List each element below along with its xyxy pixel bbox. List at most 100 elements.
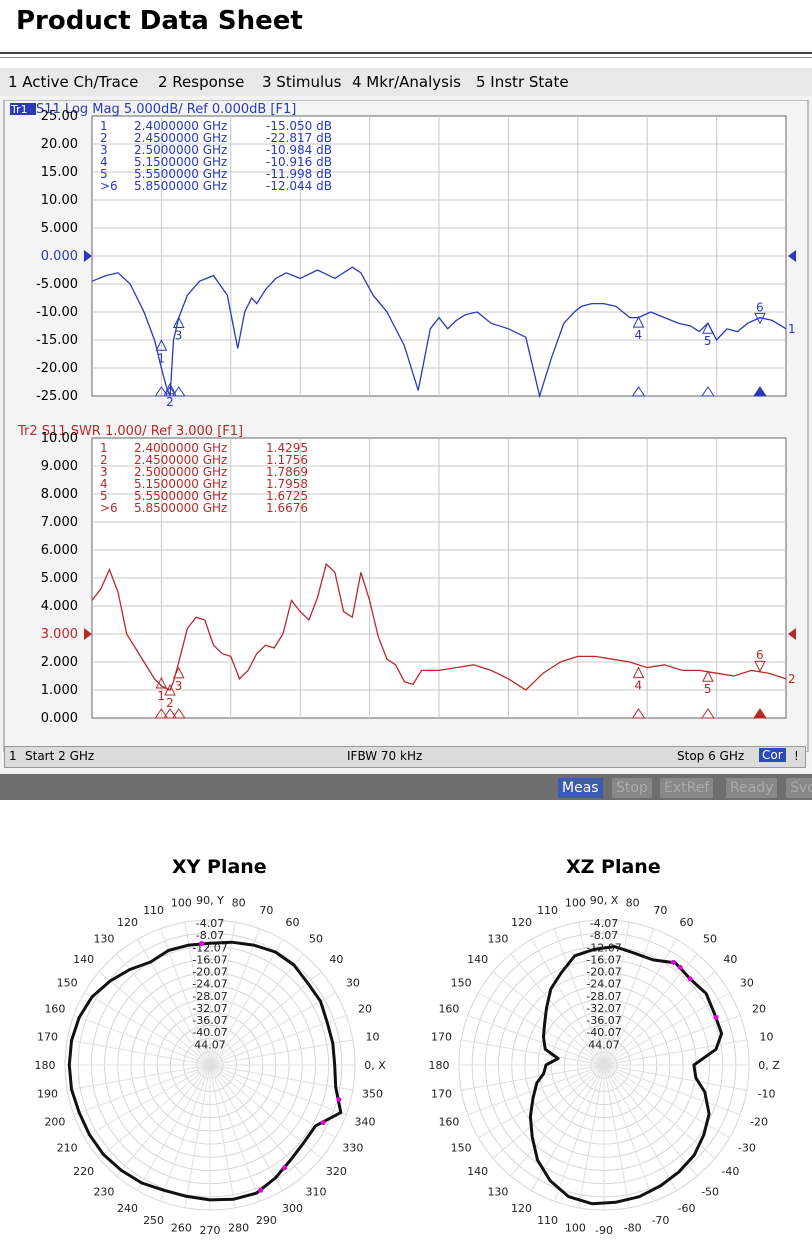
menu-instr-state[interactable]: 5 Instr State xyxy=(476,73,569,91)
xy-ring-label: -36.07 xyxy=(192,1014,227,1027)
tr2-marker-label: 2 xyxy=(166,696,174,710)
xy-angle-label: 280 xyxy=(228,1221,249,1234)
xz-angle-label: 160 xyxy=(438,1115,459,1128)
xz-angle-label: 60 xyxy=(680,916,694,929)
tr1-ytick: 10.00 xyxy=(41,193,78,208)
xz-spoke xyxy=(510,1064,605,1177)
xy-angle-label: 340 xyxy=(355,1115,376,1128)
xz-angle-label: 120 xyxy=(511,1202,532,1215)
xy-marker-dot xyxy=(282,1165,288,1171)
tr2-marker-freq: 2.4500000 GHz xyxy=(134,453,227,467)
extref-indicator: ExtRef xyxy=(660,778,714,798)
xz-spoke xyxy=(578,922,605,1066)
tr1-marker-foot xyxy=(163,386,178,397)
tr2-marker-foot xyxy=(163,708,178,719)
xy-angle-label: 190 xyxy=(37,1088,58,1101)
xz-angle-label: -20 xyxy=(750,1115,768,1128)
xz-spoke xyxy=(603,1064,730,1138)
xy-spoke xyxy=(116,1064,211,1177)
xy-angle-label: 170 xyxy=(37,1030,58,1043)
xz-angle-label: 150 xyxy=(451,1142,472,1155)
xz-spoke xyxy=(603,1064,630,1208)
xy-spoke xyxy=(209,922,236,1066)
xz-ring-label: 44.07 xyxy=(588,1038,620,1051)
tr2-ytick: 10.00 xyxy=(41,431,78,446)
xz-marker-dot xyxy=(670,959,676,965)
tr1-trace-end-label: 1 xyxy=(788,322,796,336)
xy-plane-chart: -4.07-8.07-12.07-16.07-20.07-24.07-28.07… xyxy=(35,894,387,1237)
xz-spoke xyxy=(478,992,605,1066)
xy-angle-label: 120 xyxy=(117,916,138,929)
xz-spoke xyxy=(603,1064,698,1177)
xz-angle-label: 80 xyxy=(626,897,640,910)
analyzer-plot: Tr1 S11 Log Mag 5.000dB/ Ref 0.000dB [F1… xyxy=(3,100,809,752)
xz-spoke xyxy=(603,1064,716,1159)
tr2-ytick: 6.000 xyxy=(41,543,78,558)
tr1-ytick: -5.000 xyxy=(36,277,78,292)
xy-ring-label: -4.07 xyxy=(196,917,224,930)
tr1-marker-val: -12.044 dB xyxy=(266,179,332,193)
xy-spoke xyxy=(84,1064,211,1138)
status-ifbw: IFBW 70 kHz xyxy=(347,749,423,763)
menu-active-ch[interactable]: 1 Active Ch/Trace xyxy=(8,73,139,91)
xz-spoke xyxy=(603,1064,655,1202)
tr1-marker-num: >6 xyxy=(100,179,118,193)
xz-ring-label: -32.07 xyxy=(586,1002,621,1015)
tr2-trace-end-label: 2 xyxy=(788,672,796,686)
xz-spoke xyxy=(461,1039,605,1066)
tr1-marker-foot xyxy=(700,386,715,397)
tr2-marker-freq: 2.5000000 GHz xyxy=(134,465,227,479)
xz-angle-label: 100 xyxy=(565,1221,586,1234)
tr1-marker-label: 5 xyxy=(704,334,712,348)
xz-ring-label: -8.07 xyxy=(590,929,618,942)
xy-spoke xyxy=(67,1039,211,1066)
tr1-ytick: 20.00 xyxy=(41,137,78,152)
stop-indicator: Stop xyxy=(612,778,652,798)
xy-angle-label: 50 xyxy=(309,933,323,946)
xz-ring-label: -20.07 xyxy=(586,966,621,979)
tr2-marker-foot xyxy=(753,708,767,719)
tr1-panel: Tr1 S11 Log Mag 5.000dB/ Ref 0.000dB [F1… xyxy=(10,102,796,409)
tr1-marker-val: -10.916 dB xyxy=(266,155,332,169)
xz-angle-label: 180 xyxy=(429,1059,450,1072)
menu-stimulus[interactable]: 3 Stimulus xyxy=(262,73,342,91)
tr2-ytick: 9.000 xyxy=(41,459,78,474)
xy-ring-label: -28.07 xyxy=(192,990,227,1003)
xy-plane-title: XY Plane xyxy=(172,856,267,878)
xy-angle-label: 130 xyxy=(93,933,114,946)
menu-response[interactable]: 2 Response xyxy=(158,73,245,91)
tr1-marker-label: 4 xyxy=(635,328,643,342)
xy-angle-label: 300 xyxy=(282,1202,303,1215)
xz-plane-title: XZ Plane xyxy=(566,856,661,878)
xy-angle-label: 330 xyxy=(342,1142,363,1155)
tr2-marker-val: 1.1756 xyxy=(266,453,308,467)
xz-angle-label: 130 xyxy=(487,1185,508,1198)
xy-spoke xyxy=(73,1014,211,1066)
tr2-panel: Tr2 S11 SWR 1.000/ Ref 3.000 [F1]10.00 9.… xyxy=(17,424,796,726)
xy-ring-label: -20.07 xyxy=(192,966,227,979)
xy-angle-label: 70 xyxy=(259,904,273,917)
xy-angle-label: 30 xyxy=(346,977,360,990)
tr2-marker-val: 1.4295 xyxy=(266,441,308,455)
menu-mkr-analysis[interactable]: 4 Mkr/Analysis xyxy=(352,73,461,91)
xz-angle-label: 30 xyxy=(740,977,754,990)
meas-button[interactable]: Meas xyxy=(558,778,603,798)
tr2-marker-foot xyxy=(171,708,186,719)
xz-angle-label: -90 xyxy=(595,1224,613,1237)
status-cor[interactable]: Cor xyxy=(759,748,786,762)
xz-marker-dot xyxy=(713,1014,719,1020)
xz-spoke xyxy=(531,939,605,1066)
tr1-ytick: 15.00 xyxy=(41,165,78,180)
xz-angle-label: 170 xyxy=(431,1030,452,1043)
tr2-marker-triangle xyxy=(172,666,185,679)
status-start: Start 2 GHz xyxy=(25,749,95,763)
xy-angle-label: 210 xyxy=(57,1142,78,1155)
xy-spoke xyxy=(209,1064,261,1202)
xz-angle-label: 110 xyxy=(537,904,558,917)
tr1-ytick: -25.00 xyxy=(36,389,78,404)
tr2-marker-val: 1.6676 xyxy=(266,501,308,515)
xy-spoke xyxy=(209,1064,283,1191)
xz-spoke xyxy=(467,1014,605,1066)
xy-angle-label: 310 xyxy=(306,1185,327,1198)
xy-angle-label: 20 xyxy=(358,1003,372,1016)
